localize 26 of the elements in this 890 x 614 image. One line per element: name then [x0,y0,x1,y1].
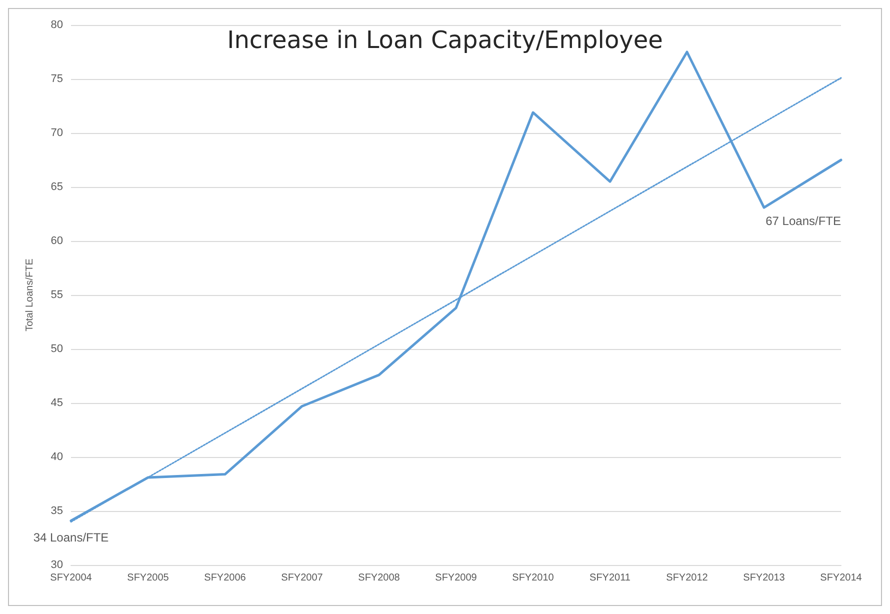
y-tick-label: 75 [50,73,63,85]
y-tick-label: 50 [50,343,63,355]
y-tick-label: 80 [50,19,63,31]
y-tick-label: 40 [50,451,63,463]
y-tick-label: 55 [50,289,63,301]
y-tick-label: 35 [50,505,63,517]
x-tick-label: SFY2005 [127,572,170,584]
x-tick-label: SFY2009 [435,572,478,584]
x-tick-label: SFY2004 [50,572,92,584]
x-tick-label: SFY2013 [743,572,786,584]
y-tick-label: 65 [50,181,63,193]
x-tick-label: SFY2008 [358,572,400,584]
y-tick-label: 30 [50,559,63,571]
annotation: 34 Loans/FTE [33,530,109,545]
x-tick-label: SFY2010 [512,572,554,584]
y-tick-label: 60 [50,235,63,247]
chart-title: Increase in Loan Capacity/Employee [227,26,663,54]
x-tick-label: SFY2014 [820,572,862,584]
y-axis-title: Total Loans/FTE [24,258,36,332]
y-tick-label: 45 [50,397,63,409]
annotation: 67 Loans/FTE [766,214,841,228]
x-tick-label: SFY2011 [590,572,631,584]
x-tick-label: SFY2007 [281,572,324,584]
y-tick-label: 70 [50,127,63,139]
x-tick-label: SFY2012 [666,572,708,584]
x-tick-label: SFY2006 [204,572,246,584]
